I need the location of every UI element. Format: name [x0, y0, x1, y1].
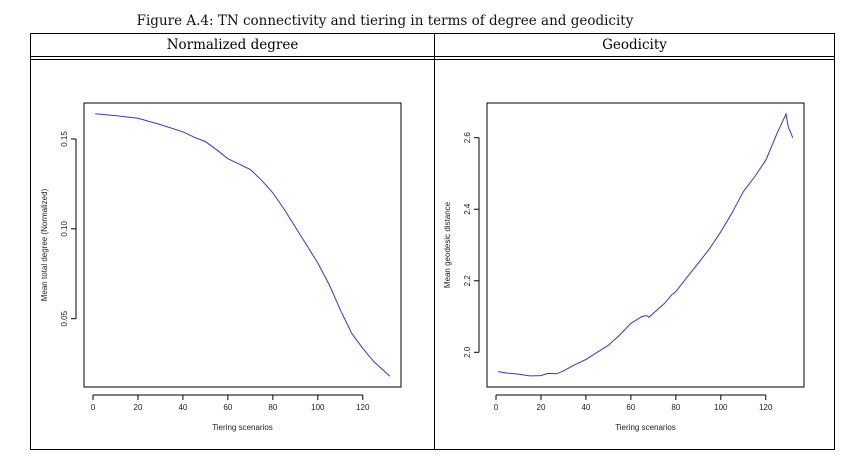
- x-tick-label: 60: [626, 403, 635, 412]
- x-tick-label: 20: [537, 403, 546, 412]
- x-tick-label: 0: [494, 403, 499, 412]
- y-tick-label: 2.2: [463, 275, 472, 287]
- x-tick-label: 80: [268, 403, 277, 412]
- x-tick-label: 60: [223, 403, 232, 412]
- data-series-line: [95, 113, 391, 377]
- x-axis-label: Tiering scenarios: [615, 423, 676, 432]
- x-tick-label: 100: [311, 403, 325, 412]
- column-divider: [434, 34, 435, 449]
- plot-frame: [486, 102, 805, 388]
- figure-caption: Figure A.4: TN connectivity and tiering …: [136, 13, 634, 29]
- data-series-line: [498, 112, 794, 377]
- y-tick-label: 2.4: [463, 203, 472, 215]
- x-tick-label: 80: [671, 403, 680, 412]
- x-tick-label: 20: [134, 403, 143, 412]
- column-header-geodicity: Geodicity: [435, 34, 834, 57]
- y-tick-label: 2.0: [463, 346, 472, 358]
- y-tick-label: 0.05: [60, 310, 69, 326]
- figure-table: Normalized degree Geodicity: [30, 33, 835, 450]
- x-tick-label: 120: [356, 403, 370, 412]
- x-tick-label: 100: [714, 403, 728, 412]
- chart-normalized-degree: 0 20 40 60 80 100 120 0.05 0.10 0.15 Tiering scena…: [40, 102, 402, 432]
- plot-frame: [83, 102, 402, 388]
- y-tick-label: 0.15: [60, 131, 69, 147]
- y-tick-label: 0.10: [60, 220, 69, 236]
- column-header-normalized-degree: Normalized degree: [31, 34, 434, 57]
- y-axis-label: Mean geodesic distance: [443, 201, 452, 288]
- x-axis-label: Tiering scenarios: [212, 423, 273, 432]
- chart-geodicity: 0 20 40 60 80 100 120 2.0 2.2 2.4 2.6 Tiering scena…: [443, 102, 805, 432]
- x-tick-label: 40: [581, 403, 590, 412]
- x-tick-label: 40: [178, 403, 187, 412]
- header-divider: [31, 59, 834, 60]
- y-axis-label: Mean total degree (Normalized): [40, 188, 49, 301]
- x-tick-label: 0: [91, 403, 96, 412]
- x-tick-label: 120: [759, 403, 773, 412]
- y-tick-label: 2.6: [463, 132, 472, 144]
